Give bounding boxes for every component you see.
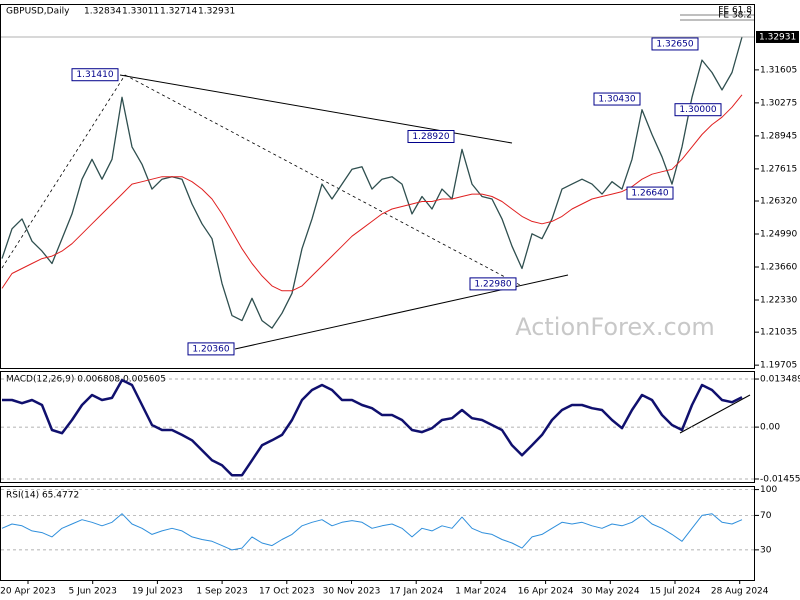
price-pane — [0, 4, 755, 369]
y-tick-label: 1.21035 — [760, 328, 797, 338]
y-tick-label: 1.27615 — [760, 164, 797, 174]
price-annotation-box — [71, 68, 119, 82]
price-annotation: 1.31410 — [76, 70, 113, 80]
rsi-label: RSI(14) 65.4772 — [6, 491, 79, 501]
y-tick-label: 1.24990 — [760, 230, 797, 240]
x-tick-label: 15 Jul 2024 — [650, 587, 701, 597]
x-tick-label: 20 Apr 2023 — [0, 587, 56, 597]
series-line — [2, 378, 743, 477]
x-tick-label: 1 Sep 2023 — [196, 587, 247, 597]
price-annotation: 1.20360 — [192, 344, 229, 354]
last-price-box — [756, 30, 799, 43]
x-tick-label: 30 May 2024 — [581, 587, 640, 597]
last-price-label: 1.32931 — [759, 32, 796, 42]
series-line — [1, 94, 743, 292]
quote-value: 1.32714 — [160, 7, 197, 17]
x-tick-label: 30 Nov 2023 — [323, 587, 381, 597]
y-tick-label: 1.19705 — [760, 361, 797, 371]
trend-line — [679, 394, 751, 434]
x-tick-label: 28 Aug 2024 — [711, 587, 769, 597]
series-line — [1, 36, 743, 329]
macd-pane — [0, 371, 755, 483]
fe-label: FE 61.8 — [718, 6, 752, 16]
macd-label: MACD(12,26,9) 0.006808 0.005605 — [6, 375, 166, 385]
price-annotation: 1.32650 — [656, 39, 693, 49]
y-tick-label: 1.30275 — [760, 98, 797, 108]
price-annotation-box — [626, 186, 674, 200]
price-annotation-box — [593, 92, 641, 106]
trend-line — [1, 74, 126, 269]
price-annotation-box — [651, 37, 699, 51]
fe-label: FE 38.2 — [718, 11, 752, 21]
y-tick-label: 70 — [760, 511, 772, 521]
y-tick-label: 0.00 — [760, 423, 780, 433]
x-tick-label: 1 Mar 2024 — [455, 587, 507, 597]
y-tick-label: 1.22330 — [760, 296, 797, 306]
y-tick-label: 1.28945 — [760, 131, 797, 141]
chart-title: GBPUSD,Daily — [6, 7, 70, 17]
x-tick-label: 16 Apr 2024 — [518, 587, 574, 597]
price-annotation-box — [187, 342, 235, 356]
quote-value: 1.32834 — [84, 7, 121, 17]
y-tick-label: 1.26320 — [760, 197, 797, 207]
quote-value: 1.32931 — [198, 7, 235, 17]
price-annotation-box — [407, 130, 455, 144]
y-tick-label: 0.013489 — [760, 375, 800, 385]
x-tick-label: 19 Jul 2023 — [132, 587, 183, 597]
price-annotation: 1.26640 — [631, 189, 668, 199]
x-tick-label: 17 Oct 2023 — [259, 587, 315, 597]
series-line — [1, 513, 743, 551]
price-annotation-box — [674, 103, 722, 117]
y-tick-label: 1.31605 — [760, 65, 797, 75]
price-annotation-box — [469, 277, 517, 291]
y-tick-label: 30 — [760, 545, 772, 555]
y-tick-label: -0.014554 — [760, 474, 800, 484]
x-tick-label: 17 Jan 2024 — [389, 587, 443, 597]
watermark: ActionForex.com — [515, 313, 715, 341]
price-annotation: 1.30000 — [679, 105, 716, 115]
trend-line — [124, 74, 521, 286]
x-tick-label: 5 Jun 2023 — [68, 587, 116, 597]
price-annotation: 1.30430 — [598, 95, 635, 105]
y-tick-label: 100 — [760, 485, 777, 495]
y-tick-label: 1.23660 — [760, 263, 797, 273]
price-annotation: 1.28920 — [412, 132, 449, 142]
rsi-pane — [0, 486, 755, 581]
price-annotation: 1.22980 — [474, 279, 511, 289]
quote-value: 1.33011 — [122, 7, 159, 17]
